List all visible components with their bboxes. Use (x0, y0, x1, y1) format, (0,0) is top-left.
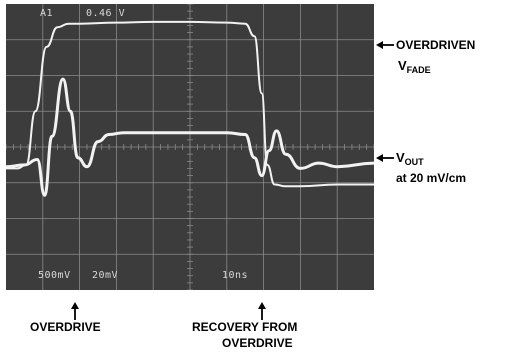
ch1-scale-readout: 500mV (38, 270, 71, 281)
vfade-subscript: FADE (406, 65, 431, 75)
vout-scale-label: at 20 mV/cm (396, 171, 467, 185)
ch2-scale-readout: 20mV (92, 270, 119, 281)
vout-arrow-icon (376, 154, 394, 162)
graticule (6, 4, 374, 290)
oscilloscope-screen: A1 0.46 V 500mV 20mV 10ns (6, 4, 374, 290)
overdrive-label: OVERDRIVE (30, 320, 101, 334)
traces (6, 20, 374, 197)
vfade-label: VFADE (398, 58, 431, 75)
recovery-arrow-icon (258, 302, 266, 320)
recovery-label-line1: RECOVERY FROM (192, 320, 298, 334)
vfade-arrow-icon (376, 41, 394, 49)
channel-readout: A1 (40, 8, 54, 19)
vout-main: V (396, 150, 405, 165)
vout-subscript: OUT (404, 157, 424, 167)
overdriven-label: OVERDRIVEN (396, 38, 476, 52)
trace-vout (6, 77, 374, 197)
time-scale-readout: 10ns (222, 270, 249, 281)
overdrive-arrow-icon (71, 302, 79, 320)
vfade-main: V (398, 58, 407, 73)
recovery-label-line2: OVERDRIVE (222, 336, 293, 350)
vout-label: VOUT (396, 150, 424, 167)
level-readout: 0.46 V (86, 8, 126, 19)
oscilloscope-plot (6, 4, 374, 290)
trace-vfade (6, 20, 374, 188)
